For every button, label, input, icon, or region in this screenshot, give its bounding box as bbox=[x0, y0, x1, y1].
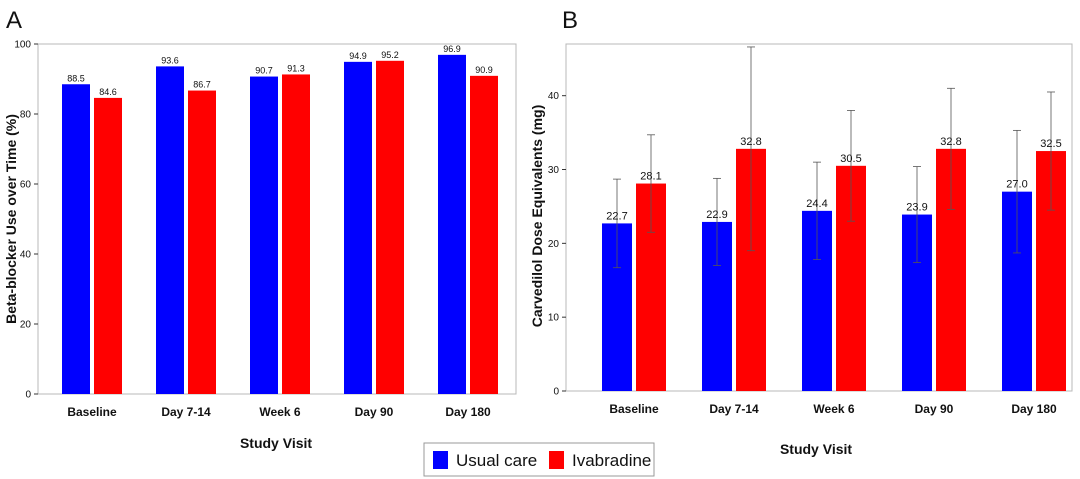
bar-value-label: 32.8 bbox=[940, 136, 961, 148]
legend: Usual care Ivabradine bbox=[423, 442, 655, 477]
x-tick-label: Week 6 bbox=[259, 405, 300, 419]
legend-swatch-usual-care bbox=[433, 451, 448, 469]
bar-value-label: 22.7 bbox=[606, 210, 627, 222]
bar-value-label: 24.4 bbox=[806, 198, 827, 210]
x-tick-label: Day 90 bbox=[355, 405, 394, 419]
y-tick-label: 0 bbox=[25, 390, 31, 401]
panel-a-letter: A bbox=[6, 7, 22, 34]
bar-value-label: 30.5 bbox=[840, 153, 861, 165]
x-tick-label: Week 6 bbox=[813, 402, 854, 416]
bar-value-label: 32.5 bbox=[1040, 138, 1061, 150]
y-tick-label: 100 bbox=[14, 40, 31, 51]
bar-value-label: 88.5 bbox=[67, 73, 85, 83]
bar-value-label: 27.0 bbox=[1006, 179, 1027, 191]
bar-value-label: 93.6 bbox=[161, 55, 179, 65]
x-tick-label: Day 90 bbox=[915, 402, 954, 416]
panel-a-x-axis-title: Study Visit bbox=[240, 435, 312, 451]
bar-value-label: 91.3 bbox=[287, 63, 305, 73]
bar-value-label: 86.7 bbox=[193, 80, 211, 90]
panel-b-x-axis-title: Study Visit bbox=[780, 441, 852, 457]
y-tick-label: 40 bbox=[548, 91, 560, 102]
y-tick-label: 40 bbox=[20, 250, 32, 261]
bar-value-label: 32.8 bbox=[740, 136, 761, 148]
panel-b-chart: B Carvedilol Dose Equivalents (mg) Study… bbox=[529, 7, 1073, 457]
y-tick-label: 20 bbox=[20, 320, 32, 331]
bar-value-label: 96.9 bbox=[443, 44, 461, 54]
legend-swatch-ivabradine bbox=[549, 451, 564, 469]
y-tick-label: 0 bbox=[553, 387, 559, 398]
bar-value-label: 90.7 bbox=[255, 66, 273, 76]
y-tick-label: 20 bbox=[548, 239, 560, 250]
x-tick-label: Day 7-14 bbox=[709, 402, 759, 416]
bar-ivabradine bbox=[94, 97, 122, 395]
x-tick-label: Day 180 bbox=[1011, 402, 1057, 416]
bar-usual-care bbox=[156, 66, 184, 395]
bar-usual-care bbox=[438, 54, 466, 394]
bar-ivabradine bbox=[188, 90, 216, 395]
bar-value-label: 22.9 bbox=[706, 209, 727, 221]
bar-ivabradine bbox=[376, 60, 404, 395]
panel-a-y-axis-title: Beta-blocker Use over Time (%) bbox=[3, 114, 19, 324]
legend-label-ivabradine: Ivabradine bbox=[572, 451, 651, 470]
bar-value-label: 95.2 bbox=[381, 50, 399, 60]
legend-box bbox=[423, 442, 655, 477]
legend-label-usual-care: Usual care bbox=[456, 451, 537, 470]
x-tick-label: Baseline bbox=[67, 405, 117, 419]
y-tick-label: 10 bbox=[548, 313, 560, 324]
bar-value-label: 28.1 bbox=[640, 171, 661, 183]
bar-ivabradine bbox=[470, 75, 498, 394]
y-tick-label: 80 bbox=[20, 110, 32, 121]
y-tick-label: 30 bbox=[548, 165, 560, 176]
bar-value-label: 84.6 bbox=[99, 87, 117, 97]
bar-value-label: 94.9 bbox=[349, 51, 367, 61]
x-tick-label: Baseline bbox=[609, 402, 659, 416]
bar-value-label: 23.9 bbox=[906, 202, 927, 214]
y-tick-label: 60 bbox=[20, 180, 32, 191]
x-tick-label: Day 180 bbox=[445, 405, 491, 419]
bar-usual-care bbox=[62, 84, 90, 394]
bar-usual-care bbox=[344, 61, 372, 394]
x-tick-label: Day 7-14 bbox=[161, 405, 211, 419]
bar-value-label: 90.9 bbox=[475, 65, 493, 75]
panel-b-y-axis-title: Carvedilol Dose Equivalents (mg) bbox=[529, 105, 545, 328]
bar-ivabradine bbox=[282, 74, 310, 394]
panel-b-letter: B bbox=[562, 7, 578, 34]
bar-usual-care bbox=[250, 76, 278, 395]
panel-a-chart: A Beta-blocker Use over Time (%) Study V… bbox=[3, 7, 517, 451]
